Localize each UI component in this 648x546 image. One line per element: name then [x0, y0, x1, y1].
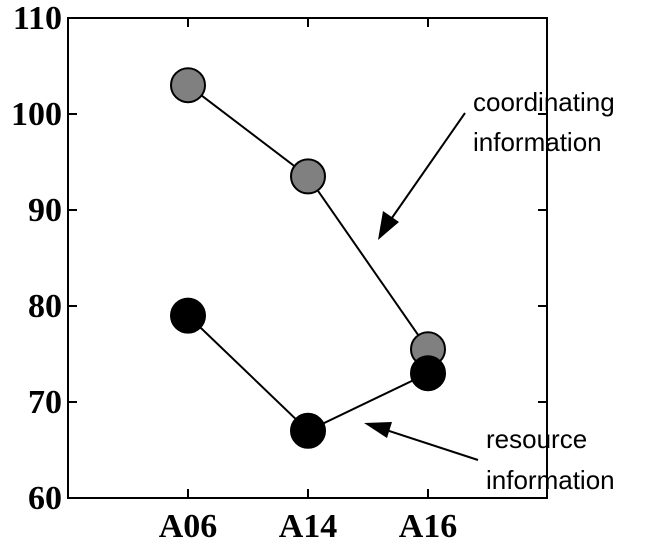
data-point-resource [290, 412, 326, 449]
y-axis-tick-labels: 60 70 80 90 100 110 [11, 0, 62, 517]
x-axis-tick-labels: A06 A14 A16 [159, 508, 458, 545]
arrow-resource-head [364, 422, 392, 438]
y-tick-label: 90 [28, 192, 62, 229]
data-point-coordinating [290, 158, 326, 195]
x-tick-label: A14 [279, 508, 338, 545]
annotation-resource: resource information [364, 422, 615, 495]
axis-ticks [68, 17, 547, 499]
y-tick-label: 80 [28, 288, 62, 325]
annotation-coordinating-line-2: information [473, 127, 602, 157]
annotation-coordinating-line-1: coordinating [473, 87, 615, 117]
y-tick-label: 60 [28, 480, 62, 517]
arrow-coordinating-head [378, 211, 399, 240]
arrow-resource-shaft [379, 427, 479, 461]
y-tick-label: 100 [11, 96, 62, 133]
arrow-coordinating-shaft [386, 112, 466, 226]
x-tick-label: A16 [399, 508, 458, 545]
data-point-resource [170, 297, 206, 334]
x-tick-label: A06 [159, 508, 218, 545]
annotation-resource-line-1: resource [486, 424, 587, 454]
y-tick-label: 110 [13, 0, 62, 37]
annotation-resource-line-2: information [486, 465, 615, 495]
series-group [170, 67, 446, 449]
data-point-resource [410, 355, 446, 392]
y-tick-label: 70 [28, 384, 62, 421]
annotation-coordinating: coordinating information [378, 87, 615, 240]
data-point-coordinating [170, 67, 206, 104]
